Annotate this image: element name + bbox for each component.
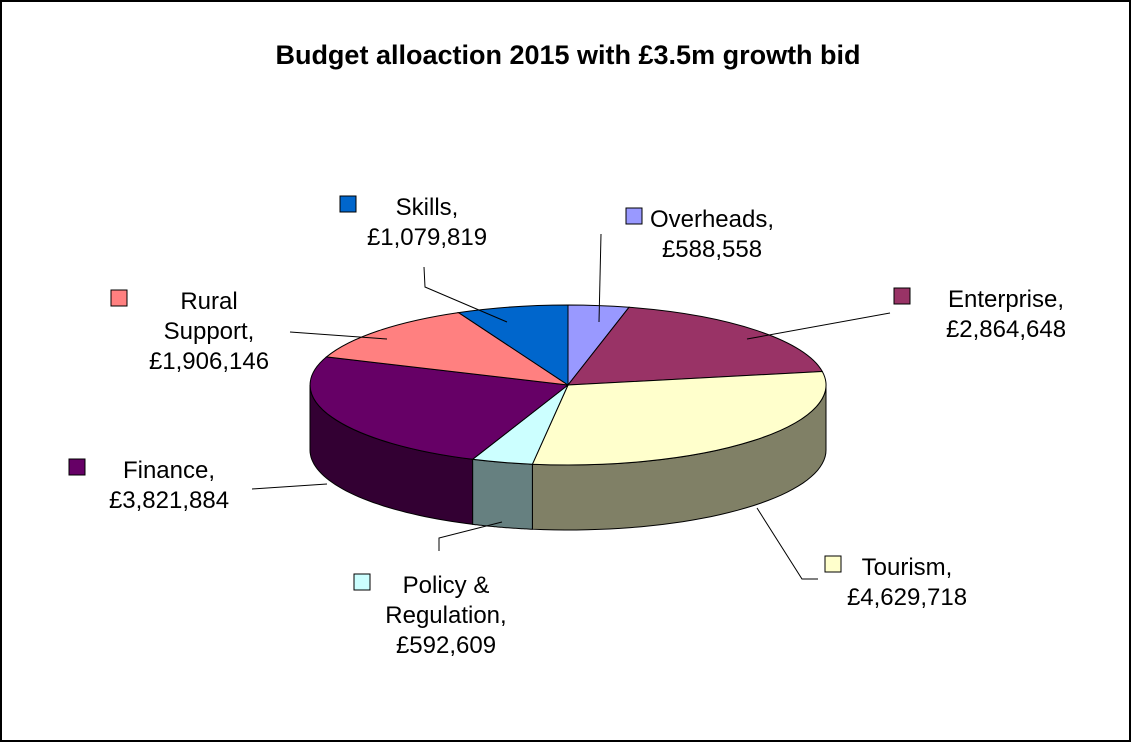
- leader-lines: [251, 233, 891, 580]
- data-label-name: Regulation,: [385, 602, 506, 629]
- data-label-value: £592,609: [396, 632, 496, 659]
- legend-key-tourism: [824, 555, 842, 573]
- data-label-policy-regulation: Policy & Regulation, £592,609: [385, 572, 506, 659]
- data-label-name: Rural: [180, 288, 237, 315]
- leader-line-enterprise: [746, 312, 891, 340]
- legend-key-finance: [68, 458, 86, 476]
- leader-line-overheads: [598, 233, 602, 323]
- leader-line-policy-regulation: [438, 521, 503, 551]
- pie-tops: [309, 304, 827, 466]
- data-label-name: Enterprise,: [948, 286, 1064, 313]
- data-label-name: Overheads,: [650, 206, 774, 233]
- data-label-name: Support,: [164, 318, 255, 345]
- data-label-name: Tourism,: [862, 554, 953, 581]
- legend-key-enterprise: [893, 287, 911, 305]
- slice-enterprise: [566, 306, 824, 386]
- data-label-name: Finance,: [123, 457, 215, 484]
- legend-key-rural-support: [110, 289, 128, 307]
- data-label-skills: Skills, £1,079,819: [367, 194, 487, 251]
- data-label-value: £1,906,146: [149, 348, 269, 375]
- legend-key-skills: [339, 195, 357, 213]
- data-label-value: £588,558: [662, 236, 762, 263]
- legend-key-overheads: [625, 207, 643, 225]
- slice-tourism: [531, 370, 827, 466]
- data-label-value: £1,079,819: [367, 224, 487, 251]
- data-label-value: £2,864,648: [946, 316, 1066, 343]
- data-label-rural-support: Rural Support, £1,906,146: [149, 288, 269, 375]
- slice-finance: [309, 356, 570, 460]
- slice-side-policy-regulation: [472, 458, 533, 530]
- slice-skills: [457, 304, 569, 386]
- data-label-tourism: Tourism, £4,629,718: [847, 554, 967, 611]
- legend-key-policy-regulation: [353, 573, 371, 591]
- slice-rural-support: [325, 312, 569, 386]
- data-label-name: Skills,: [396, 194, 459, 221]
- chart-title: Budget alloaction 2015 with £3.5m growth…: [275, 40, 860, 70]
- data-labels: Overheads, £588,558 Enterprise, £2,864,648 T…: [68, 194, 1066, 659]
- leader-line-rural-support: [289, 331, 388, 340]
- data-label-value: £3,821,884: [109, 487, 229, 514]
- leader-line-finance: [251, 483, 328, 490]
- leader-line-skills: [423, 266, 508, 323]
- data-label-value: £4,629,718: [847, 584, 967, 611]
- data-label-overheads: Overheads, £588,558: [650, 206, 774, 263]
- leader-line-tourism: [756, 507, 818, 580]
- data-label-enterprise: Enterprise, £2,864,648: [946, 286, 1066, 343]
- data-label-finance: Finance, £3,821,884: [109, 457, 229, 514]
- data-label-name: Policy &: [403, 572, 490, 599]
